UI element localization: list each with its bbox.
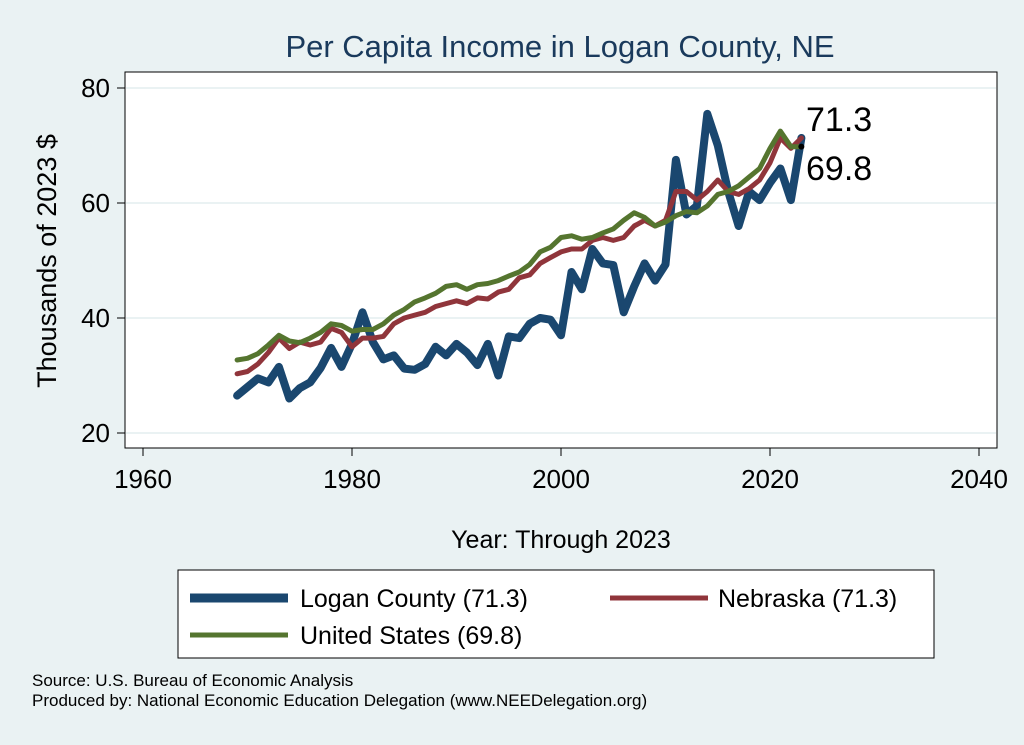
data-series [233,109,806,403]
legend-box [177,569,935,659]
annotations: 71.3 69.8 [798,101,872,188]
legend-label-nebraska: Nebraska (71.3) [718,585,897,613]
endpoint-marker [798,143,805,150]
y-tick-label-80: 80 [81,73,110,103]
y-tick-label-20: 20 [81,418,110,448]
series-line-logan-county [233,109,806,403]
series-line-nebraska [234,135,804,377]
end-value-label-2: 69.8 [806,150,872,188]
y-tick-label-60: 60 [81,188,110,218]
x-tick-label-2000: 2000 [532,464,590,494]
end-value-label-1: 71.3 [806,101,872,139]
source-note: Source: U.S. Bureau of Economic Analysis [32,671,354,690]
legend: Logan County (71.3) Nebraska (71.3) Unit… [177,569,935,659]
x-tick-label-1980: 1980 [323,464,381,494]
x-tick-label-2040: 2040 [950,464,1008,494]
x-axis-ticks: 1960 1980 2000 2020 2040 [114,448,1008,494]
y-axis-ticks: 20 40 60 80 [81,73,125,448]
y-tick-label-40: 40 [81,303,110,333]
chart-title: Per Capita Income in Logan County, NE [285,29,834,64]
legend-label-us: United States (69.8) [300,622,522,650]
series-line-united-states [234,128,804,363]
x-axis-label: Year: Through 2023 [451,526,671,554]
x-tick-label-1960: 1960 [114,464,172,494]
producer-note: Produced by: National Economic Education… [32,691,648,710]
legend-label-logan: Logan County (71.3) [300,585,528,613]
y-axis-label: Thousands of 2023 $ [32,134,62,388]
x-tick-label-2020: 2020 [741,464,799,494]
